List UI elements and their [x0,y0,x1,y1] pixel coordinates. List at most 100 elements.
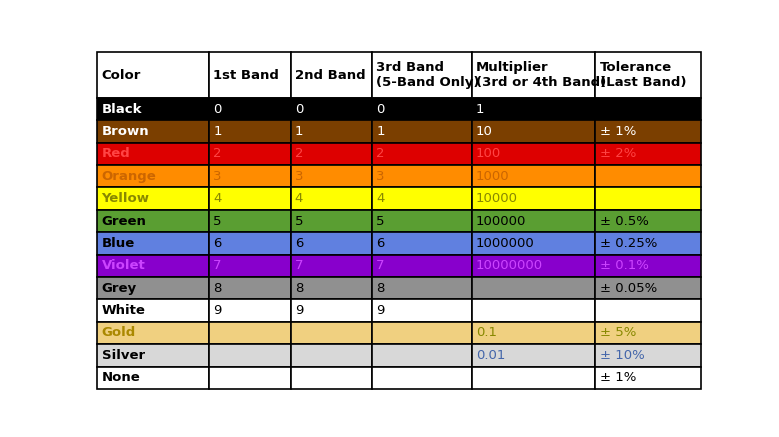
Text: Red: Red [101,147,130,160]
Text: 1st Band: 1st Band [213,69,279,82]
Bar [291,277,372,299]
Bar [595,52,701,98]
Bar [209,210,291,232]
Text: 1: 1 [294,125,303,138]
Text: Blue: Blue [101,237,135,250]
Text: 3: 3 [294,170,303,183]
Bar [97,210,209,232]
Text: White: White [101,304,146,317]
Bar [372,277,471,299]
Bar [97,52,209,98]
Bar [471,277,595,299]
Text: 7: 7 [294,259,303,272]
Bar [471,210,595,232]
Text: ± 1%: ± 1% [600,371,636,384]
Text: 5: 5 [294,215,303,228]
Text: 9: 9 [376,304,385,317]
Bar [97,367,209,389]
Bar [471,98,595,120]
Bar [595,142,701,165]
Text: 2nd Band: 2nd Band [294,69,365,82]
Text: 0.01: 0.01 [476,349,506,362]
Bar [291,255,372,277]
Text: 1000000: 1000000 [476,237,534,250]
Text: 4: 4 [294,192,303,205]
Bar [595,187,701,210]
Bar [97,344,209,367]
Text: 10000000: 10000000 [476,259,543,272]
Bar [595,255,701,277]
Bar [209,344,291,367]
Bar [471,187,595,210]
Bar [209,232,291,255]
Bar [97,142,209,165]
Bar [97,299,209,322]
Bar [209,322,291,344]
Bar [595,367,701,389]
Text: Violet: Violet [101,259,146,272]
Text: 0: 0 [213,103,222,115]
Bar [372,367,471,389]
Bar [291,322,372,344]
Bar [471,52,595,98]
Bar [209,120,291,142]
Text: Orange: Orange [101,170,157,183]
Bar [595,232,701,255]
Bar [209,98,291,120]
Text: 1000: 1000 [476,170,509,183]
Bar [291,120,372,142]
Text: ± 1%: ± 1% [600,125,636,138]
Text: Green: Green [101,215,146,228]
Bar [291,232,372,255]
Text: 2: 2 [376,147,385,160]
Bar [209,52,291,98]
Text: Gold: Gold [101,326,136,340]
Text: 4: 4 [376,192,385,205]
Bar [595,98,701,120]
Text: 8: 8 [376,282,385,295]
Bar [595,322,701,344]
Text: 6: 6 [376,237,385,250]
Bar [291,299,372,322]
Text: ± 0.05%: ± 0.05% [600,282,657,295]
Bar [291,344,372,367]
Text: 7: 7 [213,259,222,272]
Text: ± 10%: ± 10% [600,349,644,362]
Bar [471,120,595,142]
Text: ± 0.1%: ± 0.1% [600,259,649,272]
Text: Grey: Grey [101,282,137,295]
Text: 8: 8 [213,282,222,295]
Text: 0: 0 [376,103,385,115]
Bar [595,299,701,322]
Text: 4: 4 [213,192,222,205]
Text: 3: 3 [213,170,222,183]
Text: 2: 2 [294,147,303,160]
Bar [209,142,291,165]
Text: Silver: Silver [101,349,145,362]
Bar [372,187,471,210]
Bar [209,165,291,187]
Bar [471,255,595,277]
Text: 100000: 100000 [476,215,527,228]
Text: 1: 1 [376,125,385,138]
Text: Color: Color [101,69,141,82]
Text: 10: 10 [476,125,493,138]
Bar [595,210,701,232]
Text: Black: Black [101,103,142,115]
Text: 100: 100 [476,147,501,160]
Text: ± 5%: ± 5% [600,326,636,340]
Bar [209,367,291,389]
Bar [372,299,471,322]
Bar [97,187,209,210]
Bar [291,367,372,389]
Text: 8: 8 [294,282,303,295]
Bar [97,165,209,187]
Bar [291,187,372,210]
Bar [471,344,595,367]
Bar [209,277,291,299]
Bar [471,232,595,255]
Bar [372,98,471,120]
Bar [291,165,372,187]
Bar [471,165,595,187]
Bar [372,120,471,142]
